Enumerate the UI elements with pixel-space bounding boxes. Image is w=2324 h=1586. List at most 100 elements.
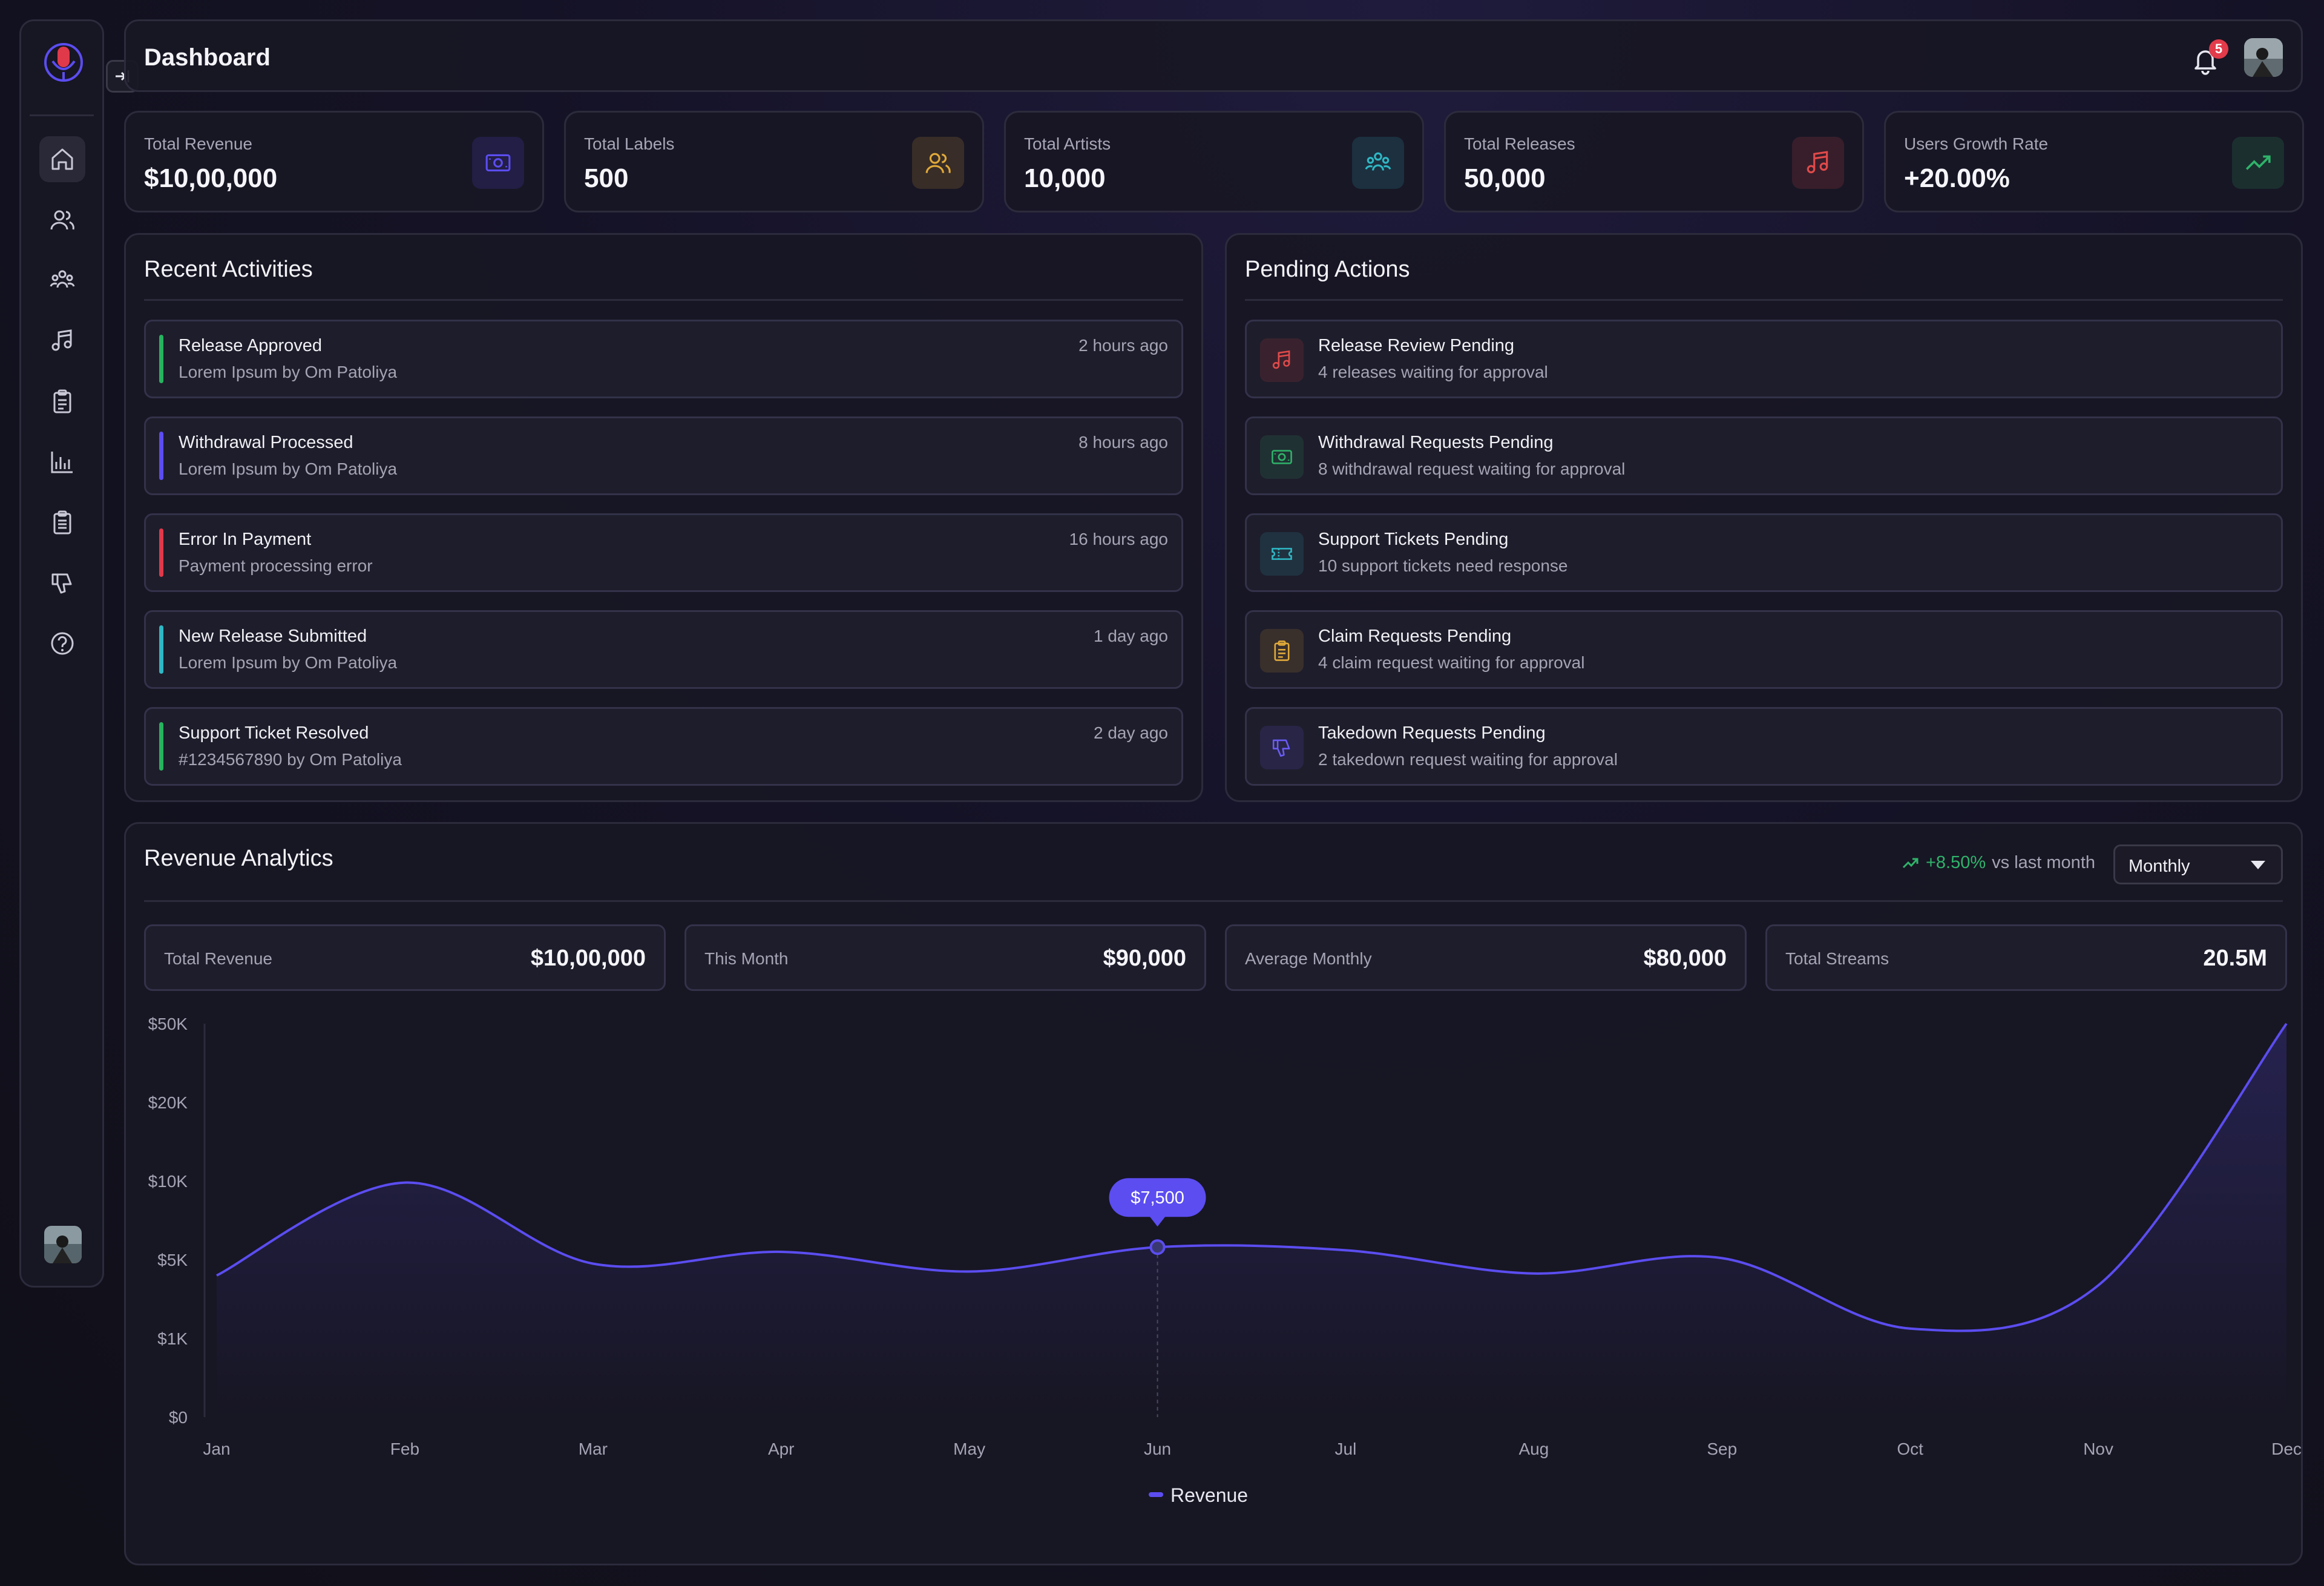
revenue-chart: $0 $1K $5K $10K $20K $50K Jan Feb Mar Apr May Jun Ju…	[148, 1015, 2302, 1506]
stat-icon-box	[1352, 137, 1404, 189]
activity-row[interactable]: Support Ticket Resolved #1234567890 by Om…	[144, 707, 1183, 786]
activity-title: New Release Submitted	[179, 627, 367, 646]
pending-row[interactable]: Release Review Pending 4 releases waiting…	[1245, 320, 2283, 398]
activity-subtitle: Lorem Ipsum by Om Patoliya	[179, 363, 398, 381]
sidebar-item-music[interactable]	[39, 318, 85, 364]
pending-icon-box	[1260, 435, 1304, 479]
sidebar-item-clipboard[interactable]	[39, 378, 85, 424]
section-divider	[144, 900, 2283, 902]
sidebar-item-clipboard-list[interactable]	[39, 499, 85, 545]
pending-icon-box	[1260, 726, 1304, 769]
activity-row[interactable]: Withdrawal Processed Lorem Ipsum by Om Pa…	[144, 416, 1183, 495]
pending-subtitle: 10 support tickets need response	[1318, 556, 1568, 575]
clipboard-list-icon	[53, 510, 71, 535]
summary-value: $90,000	[1103, 946, 1186, 971]
pending-title: Support Tickets Pending	[1318, 530, 1509, 549]
help-icon	[51, 632, 74, 655]
sidebar-avatar[interactable]	[44, 1226, 82, 1263]
summary-label: Average Monthly	[1245, 949, 1372, 968]
trend-up-icon	[2245, 155, 2271, 170]
summary-label: This Month	[704, 949, 789, 968]
recent-activities-panel: Recent Activities Release Approved Lorem …	[124, 233, 1203, 802]
tooltip-bubble	[1109, 1178, 1206, 1217]
activity-row[interactable]: New Release Submitted Lorem Ipsum by Om P…	[144, 610, 1183, 689]
stat-label: Total Releases	[1464, 134, 1575, 153]
activity-status-bar	[159, 432, 163, 480]
stat-icon-box	[1792, 137, 1844, 189]
pending-row[interactable]: Takedown Requests Pending 2 takedown requ…	[1245, 707, 2283, 786]
pending-icon-box	[1260, 629, 1304, 673]
stat-label: Users Growth Rate	[1904, 134, 2049, 153]
pending-subtitle: 2 takedown request waiting for approval	[1318, 750, 1618, 769]
sidebar-item-thumbs-down[interactable]	[39, 560, 85, 606]
summary-label: Total Streams	[1785, 949, 1889, 968]
summary-card: Average Monthly $80,000	[1225, 924, 1747, 991]
x-tick-label: Oct	[1897, 1440, 1923, 1458]
stat-value: 10,000	[1024, 163, 1106, 193]
stat-card: Users Growth Rate +20.00%	[1884, 111, 2304, 212]
trend-up-icon	[1902, 858, 1919, 868]
activity-title: Support Ticket Resolved	[179, 723, 369, 743]
stat-card: Total Artists 10,000	[1004, 111, 1424, 212]
growth-value: +8.50%	[1925, 853, 1986, 872]
stat-label: Total Artists	[1024, 134, 1111, 153]
pending-title: Takedown Requests Pending	[1318, 723, 1546, 743]
bar-chart-icon	[51, 452, 73, 473]
notifications-button[interactable]	[2188, 43, 2222, 77]
user-avatar[interactable]	[2244, 38, 2283, 77]
stat-card: Total Labels 500	[564, 111, 984, 212]
stat-value: $10,00,000	[144, 163, 278, 193]
period-select[interactable]: Monthly	[2113, 844, 2283, 884]
summary-card: Total Revenue $10,00,000	[144, 924, 666, 991]
stat-card: Total Releases 50,000	[1444, 111, 1864, 212]
legend-swatch	[1149, 1492, 1163, 1497]
activity-row[interactable]: Error In Payment Payment processing error…	[144, 513, 1183, 592]
activity-time: 2 day ago	[1094, 723, 1168, 742]
pending-icon-box	[1260, 532, 1304, 576]
pending-row[interactable]: Claim Requests Pending 4 claim request wa…	[1245, 610, 2283, 689]
x-tick-label: Feb	[390, 1440, 419, 1458]
period-select-value: Monthly	[2129, 857, 2190, 876]
recent-activities-title: Recent Activities	[144, 257, 313, 282]
sidebar-item-home[interactable]	[39, 136, 85, 182]
section-divider	[144, 299, 1183, 301]
legend-label: Revenue	[1170, 1484, 1248, 1506]
pending-row[interactable]: Support Tickets Pending 10 support ticket…	[1245, 513, 2283, 592]
stat-icon-box	[2232, 137, 2284, 189]
ticket-icon	[1272, 548, 1292, 560]
activity-subtitle: Lorem Ipsum by Om Patoliya	[179, 653, 398, 672]
revenue-area	[217, 1024, 2286, 1417]
thumbs-down-icon	[1272, 739, 1290, 757]
y-tick-label: $1K	[157, 1329, 188, 1348]
x-tick-label: Aug	[1518, 1440, 1549, 1458]
clipboard-icon	[1274, 640, 1290, 661]
growth-indicator: +8.50% vs last month	[1902, 853, 2095, 873]
logo-mic-icon	[41, 39, 87, 85]
stat-value: +20.00%	[1904, 163, 2010, 193]
sidebar-divider	[30, 114, 94, 116]
x-tick-label: Dec	[2271, 1440, 2302, 1458]
pending-title: Withdrawal Requests Pending	[1318, 433, 1554, 452]
x-tick-label: Jan	[203, 1440, 230, 1458]
pending-subtitle: 4 releases waiting for approval	[1318, 363, 1548, 381]
x-tick-label: Apr	[768, 1440, 795, 1458]
section-divider	[1245, 299, 2283, 301]
sidebar-item-bar-chart[interactable]	[39, 439, 85, 485]
sidebar-item-users[interactable]	[39, 197, 85, 243]
activity-row[interactable]: Release Approved Lorem Ipsum by Om Patoli…	[144, 320, 1183, 398]
y-tick-label: $20K	[148, 1093, 188, 1112]
pending-row[interactable]: Withdrawal Requests Pending 8 withdrawal …	[1245, 416, 2283, 495]
pending-actions-title: Pending Actions	[1245, 257, 1410, 282]
home-icon	[51, 148, 73, 170]
y-tick-label: $5K	[157, 1251, 188, 1269]
x-tick-label: Nov	[2083, 1440, 2113, 1458]
artists-icon	[50, 270, 75, 288]
activity-status-bar	[159, 528, 163, 577]
music-icon	[51, 329, 72, 351]
activity-title: Release Approved	[179, 336, 322, 355]
activity-subtitle: #1234567890 by Om Patoliya	[179, 750, 402, 769]
summary-card: This Month $90,000	[684, 924, 1206, 991]
sidebar-item-artists[interactable]	[39, 257, 85, 303]
music-icon	[1807, 151, 1828, 174]
sidebar-item-help[interactable]	[39, 620, 85, 666]
